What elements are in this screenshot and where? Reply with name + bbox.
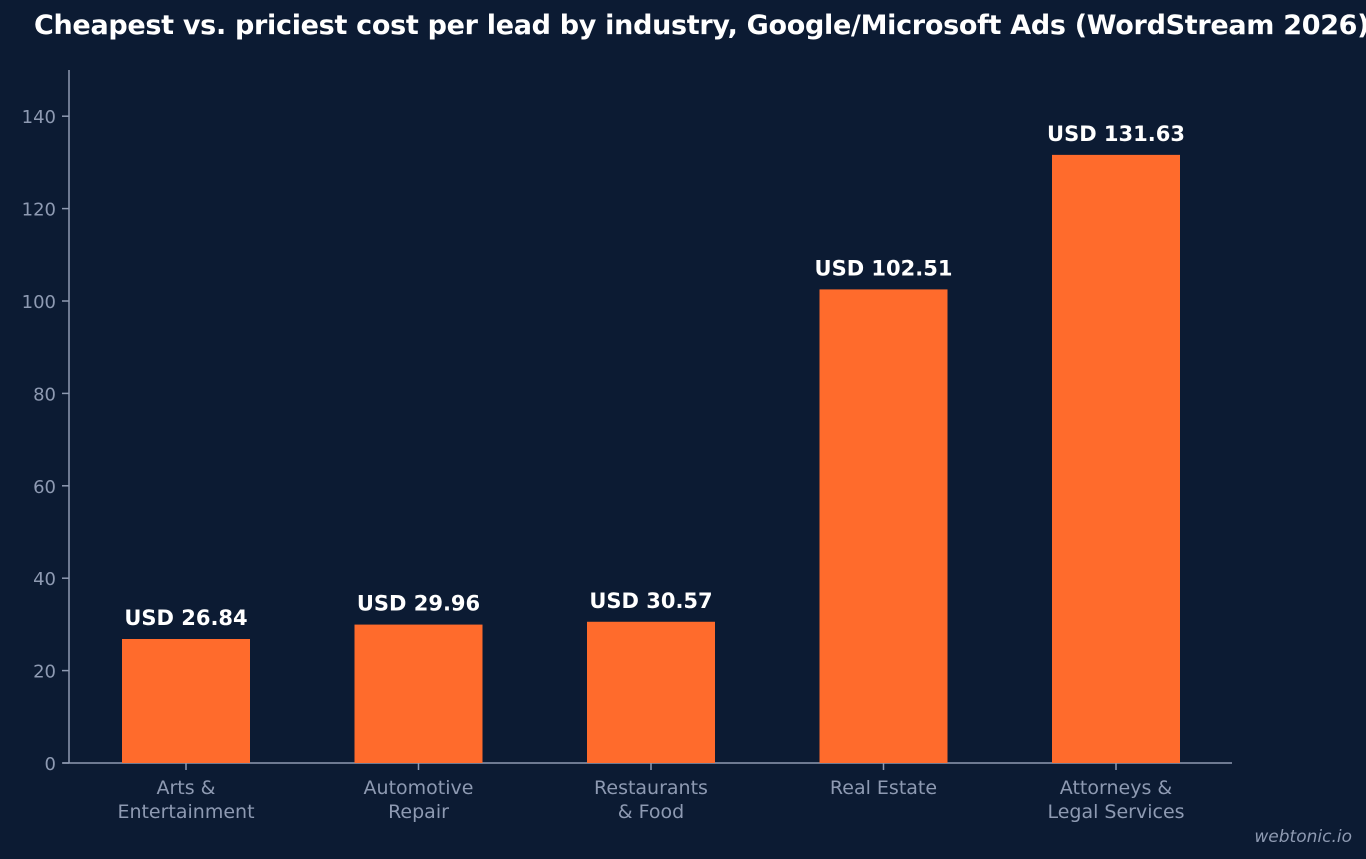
data-label: USD 102.51 [815, 256, 953, 280]
x-tick-label: Restaurants & Food [594, 777, 708, 823]
data-label: USD 30.57 [589, 589, 712, 613]
data-label: USD 26.84 [124, 606, 247, 630]
bar [819, 289, 948, 763]
y-tick-label: 0 [45, 754, 56, 775]
x-tick-label-line: Attorneys & [1060, 777, 1173, 799]
bar [587, 621, 715, 763]
bar [354, 624, 483, 763]
data-label: USD 29.96 [357, 592, 480, 616]
x-tick-label-line: Entertainment [117, 801, 254, 823]
x-tick-label: Real Estate [830, 777, 937, 799]
y-tick-label: 80 [33, 384, 56, 405]
bar [1052, 154, 1180, 764]
y-tick-label: 60 [33, 477, 56, 498]
x-tick-label-line: Restaurants [594, 777, 708, 799]
y-tick-label: 40 [33, 569, 56, 590]
x-tick-label: Arts & Entertainment [117, 777, 254, 823]
x-tick-label-line: & Food [618, 801, 684, 823]
chart-title: Cheapest vs. priciest cost per lead by i… [34, 10, 1366, 41]
y-tick-label: 140 [22, 107, 56, 128]
watermark: webtonic.io [1254, 827, 1352, 847]
x-tick-label-line: Legal Services [1047, 801, 1184, 823]
x-tick-label-line: Real Estate [830, 777, 937, 799]
y-tick-label: 100 [22, 292, 56, 313]
bar [122, 638, 250, 763]
x-tick-label-line: Arts & [156, 777, 215, 799]
x-tick-label: Automotive Repair [364, 777, 474, 823]
x-tick-label: Attorneys & Legal Services [1047, 777, 1184, 823]
x-tick-label-line: Repair [388, 801, 449, 823]
data-label: USD 131.63 [1047, 122, 1185, 146]
x-tick-label-line: Automotive [364, 777, 474, 799]
y-tick-label: 120 [22, 200, 56, 221]
y-tick-label: 20 [33, 662, 56, 683]
